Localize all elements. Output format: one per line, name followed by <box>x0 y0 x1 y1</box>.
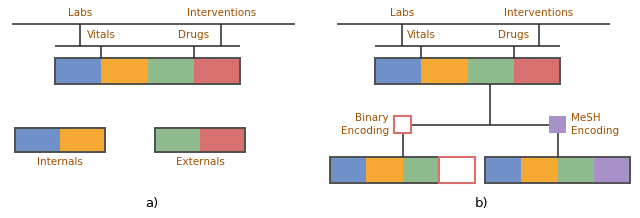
Bar <box>594 157 630 183</box>
Text: Labs: Labs <box>390 8 414 18</box>
Bar <box>15 128 105 152</box>
Text: Binary
Encoding: Binary Encoding <box>341 113 389 136</box>
Text: a): a) <box>145 197 159 210</box>
Bar <box>15 128 60 152</box>
Text: Internals: Internals <box>37 157 83 167</box>
Text: Drugs: Drugs <box>498 30 529 40</box>
Bar <box>60 128 105 152</box>
Bar <box>330 157 475 183</box>
Text: Interventions: Interventions <box>187 8 256 18</box>
Bar <box>55 58 101 84</box>
Text: Interventions: Interventions <box>504 8 573 18</box>
Bar <box>439 157 475 183</box>
Text: Labs: Labs <box>68 8 92 18</box>
Bar <box>375 58 560 84</box>
Bar <box>155 128 200 152</box>
Bar <box>375 58 421 84</box>
Bar <box>330 157 366 183</box>
Bar <box>467 58 514 84</box>
Bar <box>514 58 560 84</box>
Bar <box>439 157 475 183</box>
Bar <box>366 157 403 183</box>
Text: MeSH
Encoding: MeSH Encoding <box>571 113 619 136</box>
Bar <box>147 58 194 84</box>
Bar <box>200 128 245 152</box>
Text: Vitals: Vitals <box>407 30 436 40</box>
Bar <box>485 157 630 183</box>
Bar <box>485 157 521 183</box>
Text: Drugs: Drugs <box>178 30 209 40</box>
Bar <box>55 58 240 84</box>
Bar <box>194 58 240 84</box>
Bar <box>549 116 566 133</box>
Text: Vitals: Vitals <box>87 30 116 40</box>
Bar <box>394 116 411 133</box>
Text: b): b) <box>475 197 489 210</box>
Bar <box>421 58 467 84</box>
Bar <box>155 128 245 152</box>
Bar <box>101 58 147 84</box>
Bar <box>403 157 439 183</box>
Bar <box>557 157 594 183</box>
Text: Externals: Externals <box>175 157 225 167</box>
Bar <box>521 157 557 183</box>
